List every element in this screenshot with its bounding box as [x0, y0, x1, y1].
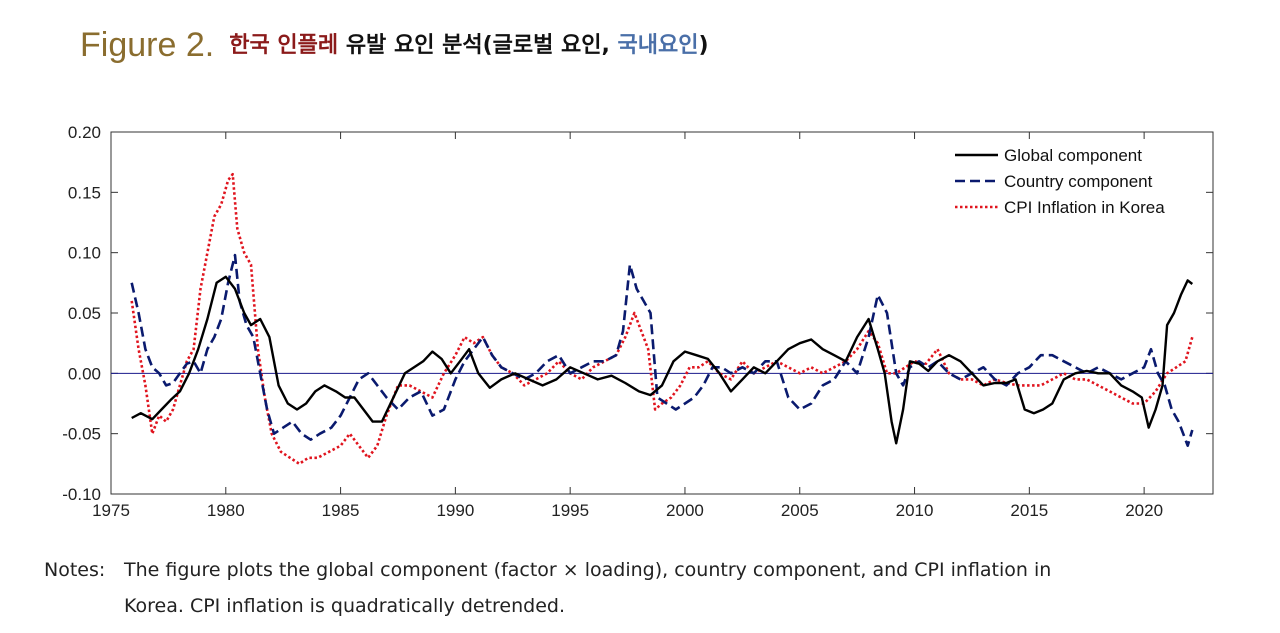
title-domestic-factor: 국내요인: [617, 33, 699, 58]
legend-label: CPI Inflation in Korea: [1004, 198, 1165, 217]
x-tick-label: 2015: [1010, 501, 1048, 520]
x-tick-label: 1985: [322, 501, 360, 520]
figure-notes: Notes: The figure plots the global compo…: [44, 552, 1222, 624]
x-tick-label: 1990: [436, 501, 474, 520]
legend: Global component Country component CPI Inf…: [955, 146, 1165, 217]
x-tick-label: 2010: [896, 501, 934, 520]
notes-line-1: The figure plots the global component (f…: [124, 559, 1052, 581]
x-tick-label: 2020: [1125, 501, 1163, 520]
title-close-paren: ): [698, 33, 709, 58]
y-tick-label: -0.10: [62, 485, 101, 504]
series-line-global-component: [131, 275, 1194, 445]
axes: -0.10 -0.05 0.00 0.05 0.10 0.15 0.20 1975 1980 19…: [62, 123, 1214, 520]
y-tick-label: 0.10: [68, 244, 101, 263]
y-tick-label: -0.05: [62, 425, 101, 444]
legend-label: Global component: [1004, 146, 1142, 165]
y-tick-label: 0.20: [68, 123, 101, 142]
x-tick-label: 2005: [781, 501, 819, 520]
figure-title: Figure 2. 한국 인플레 유발 요인 분석(글로벌 요인, 국내요인): [80, 26, 709, 65]
title-drivers: 유발 요인 분석(글로벌 요인,: [338, 33, 618, 58]
x-tick-label: 1975: [92, 501, 130, 520]
figure-title-text: 한국 인플레 유발 요인 분석(글로벌 요인, 국내요인): [229, 33, 708, 58]
y-tick-label: 0.00: [68, 364, 101, 383]
notes-line-2: Korea. CPI inflation is quadratically de…: [124, 595, 565, 617]
series-line-country-component: [130, 253, 1194, 447]
series-layer: [130, 172, 1194, 466]
x-tick-label: 1980: [207, 501, 245, 520]
title-korea-inflation: 한국 인플레: [229, 33, 339, 58]
inflation-chart: -0.10 -0.05 0.00 0.05 0.10 0.15 0.20 1975 1980 19…: [62, 123, 1214, 520]
y-tick-label: 0.15: [68, 183, 101, 202]
legend-label: Country component: [1004, 172, 1153, 191]
y-tick-label: 0.05: [68, 304, 101, 323]
series-line-cpi-inflation-in-korea: [130, 172, 1194, 466]
notes-label: Notes:: [44, 559, 106, 581]
figure-label: Figure 2.: [80, 26, 215, 64]
x-tick-label: 1995: [551, 501, 589, 520]
x-tick-label: 2000: [666, 501, 704, 520]
